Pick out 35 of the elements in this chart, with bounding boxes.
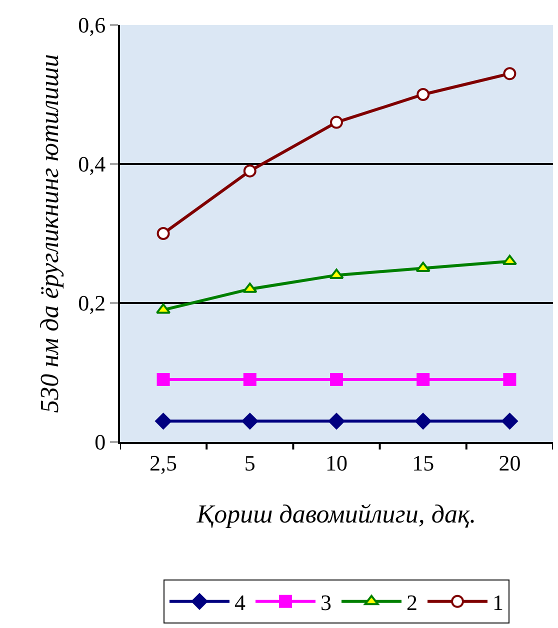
point (155, 413, 172, 430)
x-tick-label: 5 (244, 450, 256, 476)
y-axis-title: 530 нм да ёругликнинг ютилиши (35, 54, 64, 413)
x-tick-label: 15 (412, 450, 434, 476)
point (328, 413, 345, 430)
y-tick-label: 0,4 (78, 152, 106, 177)
y-tick-label: 0,2 (78, 290, 106, 316)
point (416, 262, 430, 272)
x-tick-label: 2,5 (150, 450, 178, 476)
point (243, 164, 256, 178)
legend-label: 4 (234, 590, 246, 615)
point (416, 88, 430, 101)
legend-label: 1 (492, 590, 504, 615)
x-tick-label: 20 (498, 450, 521, 476)
point (416, 372, 430, 386)
point (503, 372, 516, 386)
legend-label: 3 (320, 590, 332, 615)
point (156, 372, 170, 386)
y-tick-label: 0 (94, 430, 106, 455)
point (502, 413, 518, 430)
point (502, 254, 518, 266)
x-axis-title: Қориш давомийлиги, дақ. (196, 500, 476, 529)
point (330, 372, 343, 386)
point (414, 413, 432, 430)
point (329, 268, 344, 279)
point (243, 372, 256, 386)
point (330, 116, 343, 129)
point (503, 67, 516, 80)
y-tick-label: 0,6 (78, 12, 106, 38)
x-tick-label: 10 (326, 450, 348, 476)
point (156, 303, 171, 314)
point (156, 227, 170, 240)
point (242, 282, 258, 293)
point (242, 413, 258, 430)
legend-label: 2 (406, 590, 418, 615)
